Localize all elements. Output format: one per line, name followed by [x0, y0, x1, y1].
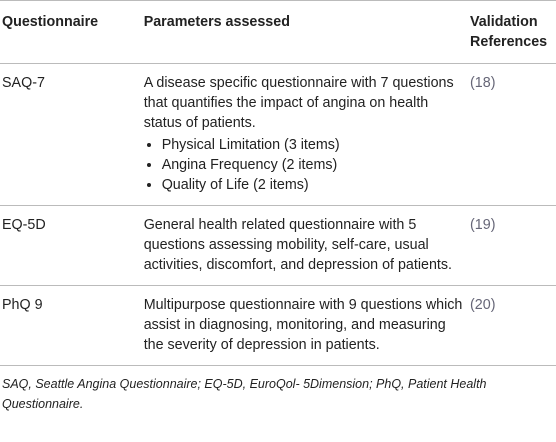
- questionnaire-cell: SAQ-7: [0, 63, 144, 206]
- questionnaire-table: Questionnaire Parameters assessed Valida…: [0, 0, 556, 366]
- header-cell: Parameters assessed: [143, 0, 471, 64]
- reference-cell: (20): [470, 285, 556, 366]
- description: General health related questionnaire wit…: [143, 217, 453, 273]
- header-row: Questionnaire Parameters assessed Valida…: [0, 0, 556, 64]
- parameters-cell: A disease specific questionnaire with 7 …: [143, 63, 471, 206]
- questionnaire-cell: PhQ 9: [0, 285, 144, 366]
- description: Multipurpose questionnaire with 9 questi…: [143, 297, 463, 353]
- table-row: SAQ-7 A disease specific questionnaire wi…: [0, 63, 556, 206]
- bullet-item: Physical Limitation (3 items): [162, 135, 468, 155]
- reference-cell: (19): [470, 205, 556, 286]
- description: A disease specific questionnaire with 7 …: [143, 75, 454, 131]
- bullet-item: Angina Frequency (2 items): [162, 155, 468, 175]
- parameters-cell: Multipurpose questionnaire with 9 questi…: [143, 285, 471, 366]
- reference-cell: (18): [470, 63, 556, 206]
- bullet-item: Quality of Life (2 items): [162, 175, 468, 195]
- bullet-list: Physical Limitation (3 items)Angina Freq…: [144, 135, 468, 195]
- table-row: EQ-5D General health related questionnair…: [0, 205, 556, 286]
- footnote: SAQ, Seattle Angina Questionnaire; EQ-5D…: [2, 377, 487, 411]
- questionnaire-cell: EQ-5D: [0, 205, 144, 286]
- table-body: SAQ-7 A disease specific questionnaire wi…: [0, 63, 556, 366]
- table-row: PhQ 9 Multipurpose questionnaire with 9 q…: [0, 285, 556, 366]
- header-cell: Questionnaire: [0, 0, 144, 64]
- parameters-cell: General health related questionnaire wit…: [143, 205, 471, 286]
- header-cell: Validation References: [470, 0, 556, 64]
